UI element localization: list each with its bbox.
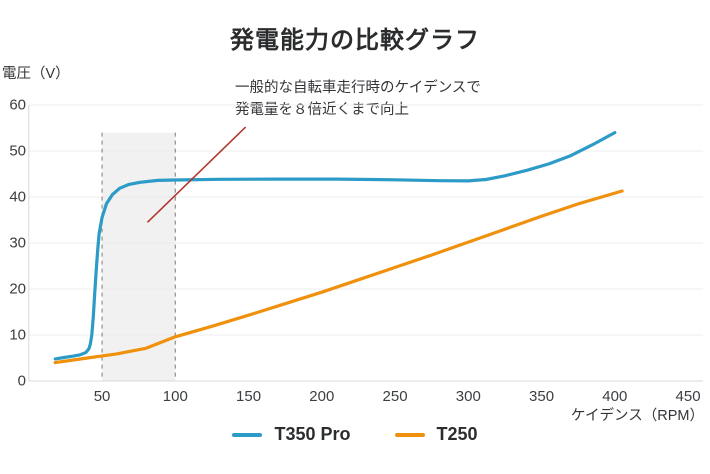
highlight-band bbox=[102, 132, 176, 381]
y-tick-label: 20 bbox=[9, 280, 26, 298]
legend-label: T250 bbox=[436, 424, 478, 444]
y-axis-label: 電圧（V） bbox=[2, 66, 70, 82]
y-tick-label: 0 bbox=[17, 372, 26, 390]
x-axis-label: ケイデンス（RPM） bbox=[570, 408, 704, 424]
legend-item-t350-pro: T350 Pro bbox=[232, 424, 351, 445]
annotation-line-1: 一般的な自転車走行時のケイデンスで bbox=[235, 80, 481, 96]
x-tick-label: 250 bbox=[382, 388, 408, 405]
series-line-t250 bbox=[53, 189, 624, 365]
legend-item-t250: T250 bbox=[394, 424, 478, 445]
y-tick-label: 60 bbox=[9, 96, 26, 114]
y-tick-label: 40 bbox=[9, 188, 26, 206]
series-line-t350-pro bbox=[53, 131, 617, 361]
x-tick-label: 400 bbox=[602, 388, 628, 405]
y-tick-label: 10 bbox=[9, 326, 26, 344]
y-tick-label: 30 bbox=[9, 234, 26, 252]
chart-title: 発電能力の比較グラフ bbox=[230, 27, 480, 54]
x-tick-label: 50 bbox=[93, 388, 111, 405]
y-tick-label: 50 bbox=[9, 142, 26, 160]
legend-swatch bbox=[394, 432, 425, 437]
x-tick-label: 100 bbox=[162, 388, 188, 405]
legend-label: T350 Pro bbox=[274, 424, 351, 444]
x-tick-label: 450 bbox=[675, 388, 701, 405]
x-tick-label: 200 bbox=[309, 388, 335, 405]
x-tick-label: 350 bbox=[529, 388, 555, 405]
x-tick-label: 300 bbox=[455, 388, 481, 405]
legend-swatch bbox=[232, 432, 263, 437]
annotation-pointer-line bbox=[146, 126, 247, 223]
chart-legend: T350 Pro T250 bbox=[0, 424, 710, 445]
x-tick-label: 150 bbox=[236, 388, 262, 405]
